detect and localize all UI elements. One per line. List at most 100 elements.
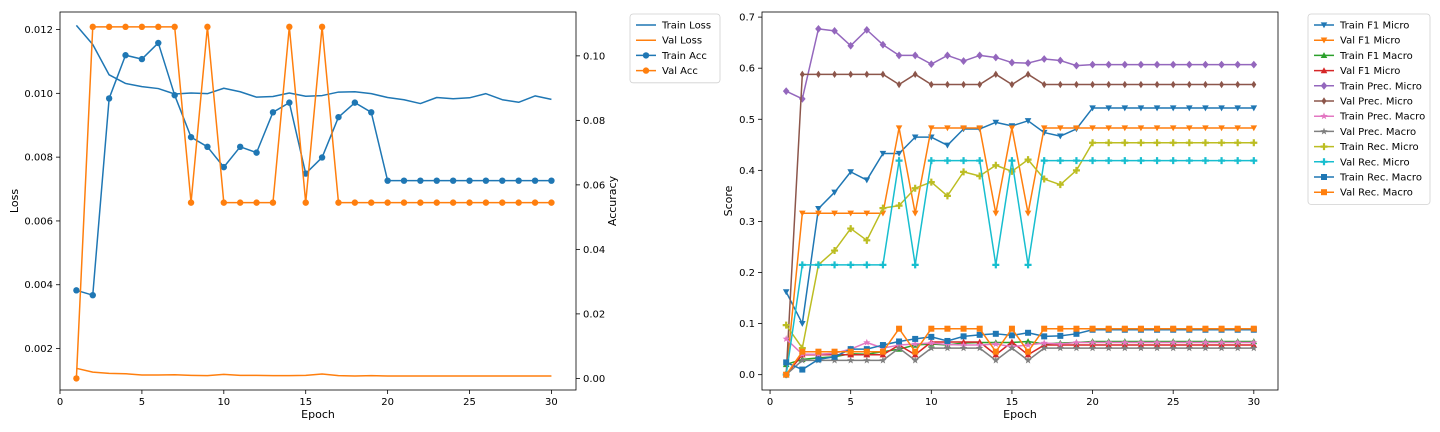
data-point: [368, 109, 375, 116]
series-val-prec-micro: [783, 70, 1257, 379]
data-point: [253, 149, 260, 156]
data-point: [1025, 348, 1032, 355]
legend-label: Val Prec. Macro: [1340, 127, 1416, 138]
data-point: [236, 143, 244, 151]
y-tick-label: 0.2: [739, 268, 755, 279]
data-point: [847, 169, 854, 176]
legend-item-val-rec-macro: Val Rec. Macro: [1314, 188, 1413, 199]
data-point: [896, 338, 903, 345]
data-point: [1008, 157, 1016, 165]
data-point: [799, 320, 806, 327]
data-point: [831, 353, 838, 360]
x-tick-label: 25: [463, 397, 476, 408]
data-point: [1169, 125, 1177, 132]
data-point: [417, 199, 424, 206]
x-axis-label: Epoch: [1003, 408, 1037, 421]
y-right-tick-label: 0.10: [583, 51, 605, 62]
data-point: [368, 199, 375, 206]
legend-marker: [1320, 127, 1328, 135]
x-tick-label: 5: [139, 397, 145, 408]
data-point: [960, 125, 967, 132]
data-point: [1089, 125, 1096, 132]
data-point: [1024, 356, 1032, 364]
data-point: [1121, 338, 1129, 346]
data-point: [960, 333, 967, 340]
data-point: [433, 177, 440, 184]
data-point: [831, 247, 839, 255]
data-point: [815, 210, 822, 217]
data-point: [976, 125, 983, 132]
data-point: [1073, 330, 1080, 337]
data-point: [1008, 125, 1016, 132]
data-point: [1089, 60, 1096, 69]
x-tick-label: 0: [57, 397, 63, 408]
data-point: [911, 184, 919, 192]
data-point: [1040, 125, 1048, 132]
legend-label: Train Loss: [661, 21, 711, 32]
data-point: [466, 199, 473, 206]
data-point: [1072, 166, 1080, 174]
data-point: [912, 335, 919, 342]
data-point: [927, 157, 935, 165]
data-point: [831, 210, 838, 217]
data-point: [269, 199, 277, 206]
data-point: [976, 325, 983, 332]
y-right-tick-label: 0.04: [583, 245, 605, 256]
data-point: [1169, 344, 1177, 352]
data-point: [1057, 133, 1064, 140]
data-point: [105, 23, 113, 31]
chart-marks: [782, 24, 1258, 379]
series-train-f1-micro: [782, 105, 1258, 327]
y-tick-label: 0.3: [739, 217, 755, 228]
data-point: [1153, 344, 1161, 352]
data-point: [1008, 344, 1016, 352]
data-point: [1073, 61, 1080, 70]
data-point: [1250, 157, 1258, 165]
data-point: [912, 70, 918, 79]
data-point: [1169, 157, 1177, 165]
data-point: [879, 261, 887, 269]
data-point: [782, 289, 790, 296]
data-point: [831, 27, 838, 35]
x-tick-label: 15: [299, 397, 312, 408]
data-point: [1090, 80, 1096, 89]
series-val-loss: [76, 367, 552, 377]
y-tick-label: 0.5: [739, 115, 755, 126]
data-point: [73, 287, 80, 294]
data-point: [1105, 325, 1112, 332]
data-point: [384, 199, 391, 206]
data-point: [815, 356, 822, 363]
data-point: [351, 99, 359, 106]
data-point: [1169, 105, 1177, 112]
data-point: [122, 52, 129, 59]
data-point: [1234, 344, 1242, 352]
data-point: [417, 177, 424, 184]
data-point: [1089, 157, 1097, 165]
data-point: [1089, 105, 1096, 112]
data-point: [171, 23, 178, 31]
data-point: [895, 51, 903, 60]
data-point: [1056, 344, 1064, 352]
data-point: [1250, 125, 1258, 132]
legend-item-train-prec-macro: Train Prec. Macro: [1314, 112, 1425, 123]
data-point: [911, 356, 919, 364]
data-point: [1056, 157, 1064, 165]
data-point: [1218, 325, 1225, 332]
axis-ticks: 0 5 10 15 20 25 30 0.0 0.1 0.2 0.3 0.4 0.5 0.6 0.7: [739, 13, 1260, 408]
data-point: [943, 192, 951, 200]
data-point: [1154, 325, 1161, 332]
data-point: [960, 325, 967, 332]
data-point: [1217, 344, 1226, 352]
data-point: [1008, 332, 1015, 339]
data-point: [783, 371, 790, 378]
legend-item-val-acc: Val Acc: [636, 66, 698, 77]
data-point: [1234, 139, 1242, 147]
legend-marker: [1320, 22, 1328, 29]
data-point: [848, 70, 854, 79]
data-point: [1105, 157, 1113, 165]
data-point: [782, 87, 790, 96]
data-point: [466, 177, 473, 184]
data-point: [896, 80, 902, 89]
data-point: [976, 51, 983, 60]
